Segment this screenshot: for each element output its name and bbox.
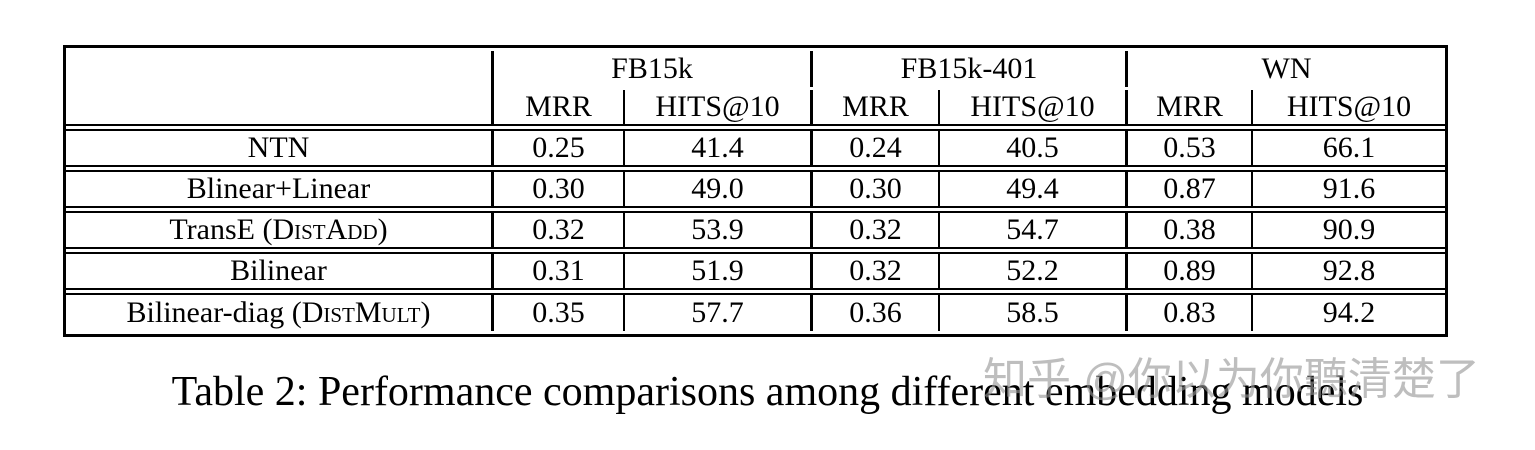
metric-value: 49.0 [625,170,814,208]
metric-value: 90.9 [1253,211,1446,249]
table-row: Bilinear 0.31 51.9 0.32 52.2 0.89 92.8 [66,252,1446,290]
col-group-fb15k: FB15k [494,51,814,87]
metric-value: 54.7 [940,211,1129,249]
subheader-mrr-fb15k-401: MRR [813,90,941,126]
model-label: Bilinear-diag (DistMult) [66,293,494,331]
table-row: NTN 0.25 41.4 0.24 40.5 0.53 66.1 [66,129,1446,167]
table-row: Bilinear-diag (DistMult) 0.35 57.7 0.36 58.5… [66,293,1446,331]
table-caption: Table 2: Performance comparisons among d… [171,369,1364,415]
table-row: TransE (DistAdd) 0.32 53.9 0.32 54.7 0.38 90.9 [66,211,1446,249]
metric-value: 49.4 [940,170,1129,208]
metric-value: 0.36 [813,293,941,331]
col-group-fb15k-401: FB15k-401 [813,51,1129,87]
model-label: Bilinear [66,252,494,290]
table-body: NTN 0.25 41.4 0.24 40.5 0.53 66.1 Blinear+Linea… [66,129,1446,331]
results-table: FB15k FB15k-401 WN MRR HITS@10 MRR HITS@… [63,45,1448,337]
metric-value: 0.53 [1128,129,1254,167]
table-header: FB15k FB15k-401 WN MRR HITS@10 MRR HITS@… [66,51,1446,126]
metric-value: 58.5 [940,293,1129,331]
header-metric-row: MRR HITS@10 MRR HITS@10 MRR HITS@10 [66,90,1446,126]
metric-value: 40.5 [940,129,1129,167]
metric-value: 0.30 [813,170,941,208]
subheader-hits10-wn: HITS@10 [1253,90,1446,126]
metric-value: 0.32 [813,211,941,249]
metric-value: 0.31 [494,252,625,290]
subheader-mrr-wn: MRR [1128,90,1254,126]
metric-value: 0.89 [1128,252,1254,290]
metric-value: 0.83 [1128,293,1254,331]
metric-value: 66.1 [1253,129,1446,167]
metric-value: 41.4 [625,129,814,167]
metric-value: 0.32 [813,252,941,290]
model-label: NTN [66,129,494,167]
model-label: TransE (DistAdd) [66,211,494,249]
metric-value: 94.2 [1253,293,1446,331]
col-group-wn: WN [1261,52,1312,85]
subheader-hits10-fb15k-401: HITS@10 [940,90,1129,126]
subheader-hits10-fb15k: HITS@10 [625,90,814,126]
metric-value: 51.9 [625,252,814,290]
metric-value: 0.24 [813,129,941,167]
metric-value: 52.2 [940,252,1129,290]
metric-value: 0.38 [1128,211,1254,249]
subheader-mrr-fb15k: MRR [494,90,625,126]
metric-value: 0.87 [1128,170,1254,208]
metric-value: 91.6 [1253,170,1446,208]
metric-value: 0.25 [494,129,625,167]
metric-value: 92.8 [1253,252,1446,290]
metric-value: 53.9 [625,211,814,249]
model-label: Blinear+Linear [66,170,494,208]
table-row: Blinear+Linear 0.30 49.0 0.30 49.4 0.87 91.6 [66,170,1446,208]
corner-cell [66,51,494,126]
header-group-row: FB15k FB15k-401 WN [66,51,1445,126]
metric-value: 57.7 [625,293,814,331]
metric-value: 0.35 [494,293,625,331]
metric-value: 0.32 [494,211,625,249]
metric-value: 0.30 [494,170,625,208]
